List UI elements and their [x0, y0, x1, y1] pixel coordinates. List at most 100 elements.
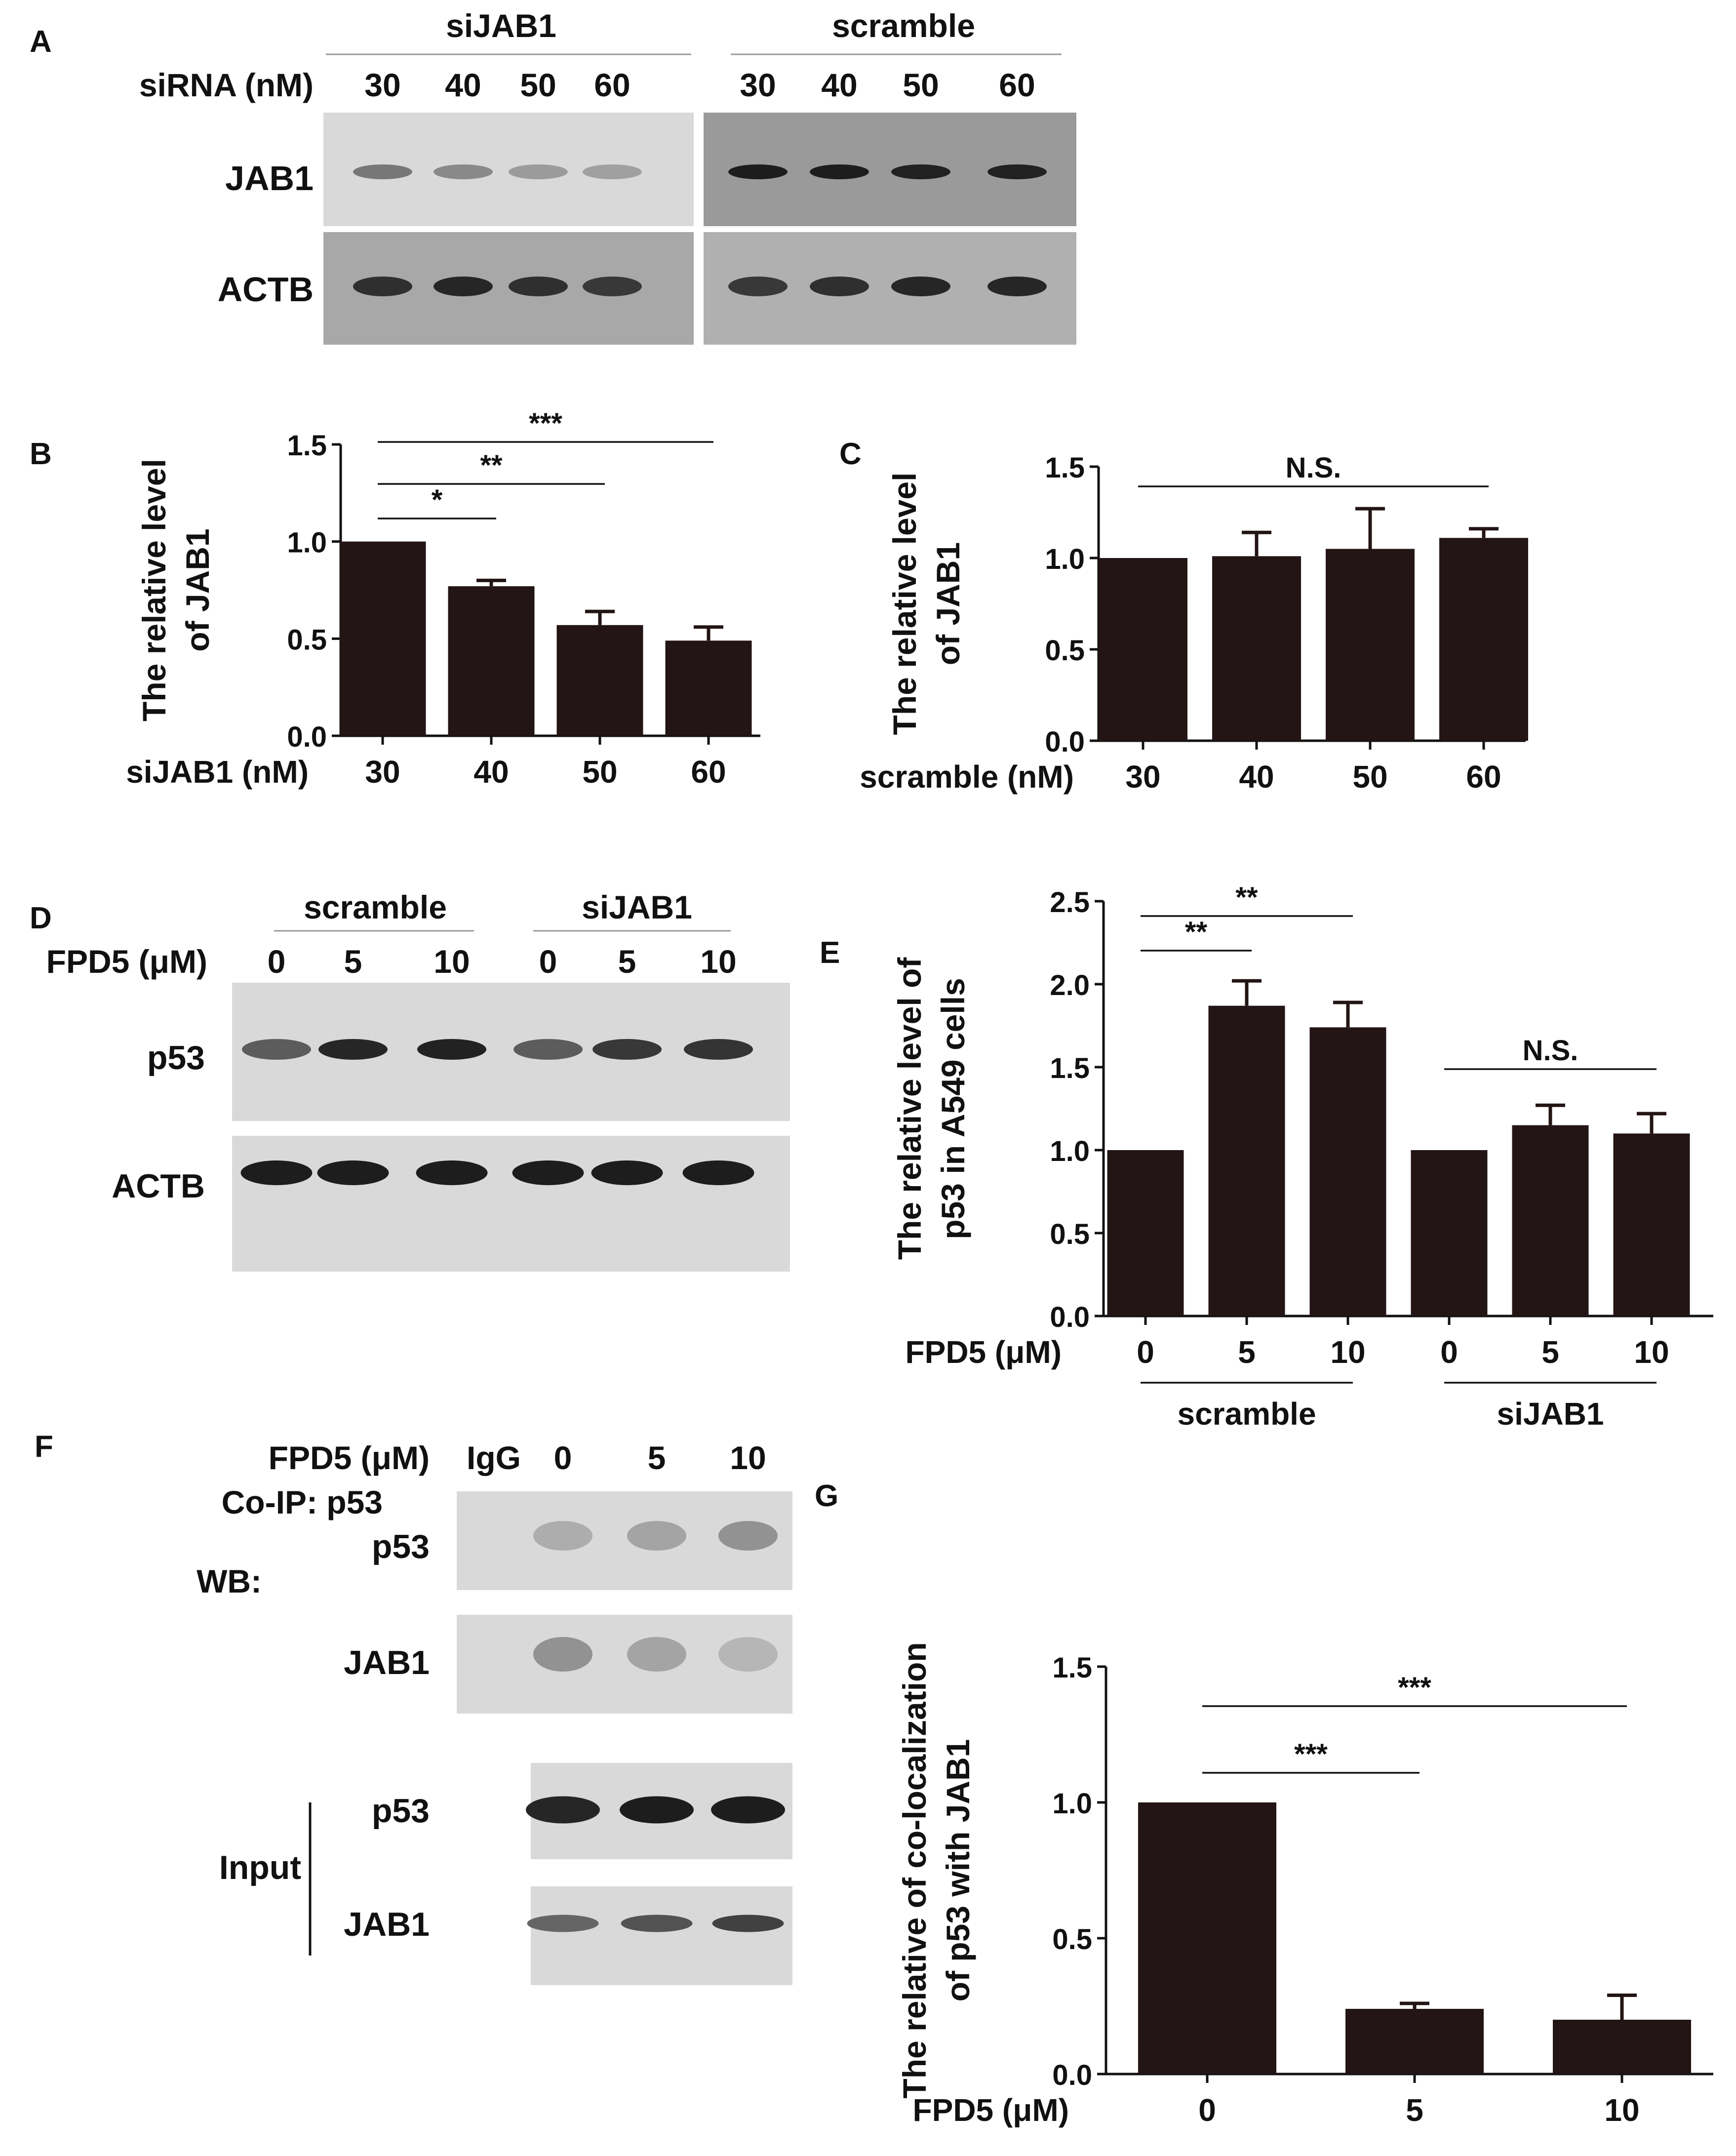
panel-d-p53-band-0: [242, 1039, 311, 1060]
panel-f-coip-label: Co-IP: p53: [222, 1484, 383, 1520]
panel-f-blot-input-jab1: [531, 1886, 792, 1985]
panel-g-chart: 0.0 0.5 1.0 1.5 0 5 10 FPD5 (μM)The relative of…: [896, 1642, 1713, 2128]
panel-d-conc-label: FPD5 (μM): [46, 943, 207, 980]
panel-d-p53-band-1: [318, 1039, 388, 1060]
panel-e-significance-label-2: N.S.: [1523, 1035, 1578, 1067]
panel-e-group-label-0: scramble: [1177, 1396, 1316, 1432]
panel-d-bands: [240, 1039, 754, 1185]
panel-a-lane-label-3: 60: [594, 67, 630, 103]
panel-f: F FPD5 (μM) IgG 0 5 10 Co-IP: p53 WB: p53 J…: [35, 1430, 792, 1985]
panel-d: D scramble siJAB1 FPD5 (μM) 0 5 10 0 5 10 p53…: [30, 889, 790, 1272]
panel-f-lane-label-1: 0: [554, 1439, 572, 1476]
panel-a-jab1-band-0: [353, 164, 412, 179]
panel-a: A siJAB1 scramble siRNA (nM) 30 40 50 60 30 4…: [30, 7, 1076, 345]
panel-f-row-label-coip-p53: p53: [372, 1528, 430, 1565]
panel-g: G 0.0 0.5 1.0 1.5 0 5 10 FPD5 (μM)The relative …: [815, 1479, 1713, 2128]
panel-f-input-p53-band-1: [620, 1796, 694, 1824]
panel-d-lane-label-3: 0: [539, 943, 557, 980]
panel-d-row-label-actb: ACTB: [112, 1167, 205, 1205]
panel-g-bar-1: [1345, 2009, 1484, 2074]
panel-c-y-tick-label-1: 0.5: [1045, 635, 1085, 667]
panel-c-chart: 0.0 0.5 1.0 1.5 30 40 50 60 scramble (nM) The rel…: [860, 452, 1528, 795]
panel-d-lane-label-0: 0: [268, 943, 286, 980]
panel-c-y-tick-label-0: 0.0: [1045, 726, 1085, 758]
panel-b-y-tick-label-2: 1.0: [287, 527, 327, 559]
panel-e-y-tick-label-0: 0.0: [1050, 1301, 1090, 1333]
panel-a-jab1-band-4: [728, 164, 788, 179]
panel-g-letter: G: [815, 1479, 838, 1513]
panel-d-group-label-scramble: scramble: [304, 889, 447, 925]
panel-c-x-tick-label-0: 30: [1125, 759, 1160, 795]
panel-b-chart: 0.0 0.5 1.0 1.5 30 40 50 60 siJAB1 (nM) The relat…: [126, 407, 760, 790]
panel-a-actb-band-3: [583, 277, 642, 296]
panel-b-y-axis-label-line2: of JAB1: [179, 528, 216, 651]
panel-a-lane-label-4: 30: [740, 67, 776, 103]
panel-f-input-p53-band-0: [526, 1796, 600, 1824]
panel-b-x-tick-label-1: 40: [473, 754, 509, 790]
panel-g-y-tick-label-0: 0.0: [1052, 2059, 1092, 2091]
panel-d-actb-band-5: [682, 1160, 754, 1185]
panel-d-lane-label-2: 10: [434, 943, 470, 980]
panel-b-significance-label-0: *: [432, 484, 443, 516]
panel-d-actb-band-1: [317, 1160, 389, 1185]
panel-e-bar-0: [1107, 1150, 1184, 1316]
panel-g-y-axis-label-line2: of p53 with JAB1: [940, 1739, 976, 2002]
panel-e-bar-1: [1208, 1005, 1285, 1316]
panel-g-significance-label-1: ***: [1398, 1672, 1431, 1704]
panel-d-row-label-p53: p53: [147, 1039, 205, 1077]
panel-f-conc-label: FPD5 (μM): [269, 1439, 430, 1476]
panel-e-bar-5: [1613, 1133, 1690, 1316]
panel-g-x-tick-label-2: 10: [1604, 2092, 1639, 2128]
panel-a-row-label-jab1: JAB1: [225, 159, 314, 198]
panel-c-x-tick-label-1: 40: [1239, 759, 1274, 795]
panel-a-jab1-band-1: [434, 164, 493, 179]
panel-a-conc-label: siRNA (nM): [139, 67, 314, 103]
panel-a-lane-label-7: 60: [999, 67, 1035, 103]
panel-a-lane-labels: 30 40 50 60 30 40 50 60: [364, 67, 1035, 103]
panel-b-bar-1: [448, 586, 535, 736]
panel-e-x-tick-label-4: 5: [1541, 1334, 1559, 1370]
panel-a-lane-label-2: 50: [520, 67, 556, 103]
panel-e-bar-2: [1309, 1027, 1386, 1316]
panel-a-lane-label-0: 30: [364, 67, 400, 103]
panel-e-y-tick-label-2: 1.0: [1050, 1135, 1090, 1167]
panel-c-bar-2: [1326, 549, 1415, 741]
panel-a-jab1-band-5: [810, 164, 869, 179]
panel-b-y-tick-label-0: 0.0: [287, 721, 327, 753]
panel-f-lane-label-3: 10: [730, 1439, 766, 1476]
panel-b-bar-0: [339, 541, 426, 736]
panel-e-y-axis-label-line1: The relative level of: [891, 957, 928, 1260]
panel-a-jab1-band-6: [891, 164, 950, 179]
panel-c-y-tick-label-3: 1.5: [1045, 452, 1085, 484]
panel-g-x-tick-label-0: 0: [1198, 2092, 1216, 2128]
panel-f-coip-jab1-band-3: [718, 1637, 778, 1672]
panel-e: E 0.0 0.5 1.0 1.5 2.0 2.5 0 5 10 0 5 10 FPD5 (μM) The…: [820, 881, 1713, 1432]
panel-d-actb-band-3: [512, 1160, 584, 1185]
panel-b-x-tick-label-0: 30: [365, 754, 400, 790]
panel-e-y-axis-label-line2: p53 in A549 cells: [935, 978, 971, 1239]
panel-a-actb-band-7: [987, 277, 1047, 296]
panel-f-input-jab1-band-1: [621, 1915, 693, 1932]
panel-d-p53-band-5: [684, 1039, 753, 1060]
panel-f-coip-p53-band-3: [718, 1521, 778, 1551]
panel-a-bands: [353, 164, 1047, 296]
panel-c-y-tick-label-2: 1.0: [1045, 543, 1085, 575]
panel-f-lane-label-0: IgG: [467, 1439, 521, 1476]
panel-f-wb-label: WB:: [197, 1563, 262, 1599]
panel-e-y-tick-label-3: 1.5: [1050, 1052, 1090, 1084]
panel-g-y-tick-label-2: 1.0: [1052, 1788, 1092, 1820]
panel-c: C 0.0 0.5 1.0 1.5 30 40 50 60 scramble (nM) The r…: [839, 437, 1528, 795]
panel-g-bar-2: [1553, 2020, 1691, 2074]
panel-a-actb-band-0: [353, 277, 412, 296]
panel-d-p53-band-4: [592, 1039, 662, 1060]
panel-f-input-jab1-band-2: [712, 1915, 784, 1932]
panel-f-input-jab1-band-0: [527, 1915, 599, 1932]
panel-d-lane-label-1: 5: [344, 943, 362, 980]
panel-d-letter: D: [30, 901, 52, 935]
panel-a-jab1-band-2: [509, 164, 568, 179]
panel-c-y-axis-label-line1: The relative level: [886, 473, 923, 735]
panel-d-p53-band-3: [513, 1039, 583, 1060]
panel-e-significance-label-0: **: [1185, 916, 1208, 948]
panel-b-y-axis-label-line1: The relative level: [136, 459, 172, 721]
